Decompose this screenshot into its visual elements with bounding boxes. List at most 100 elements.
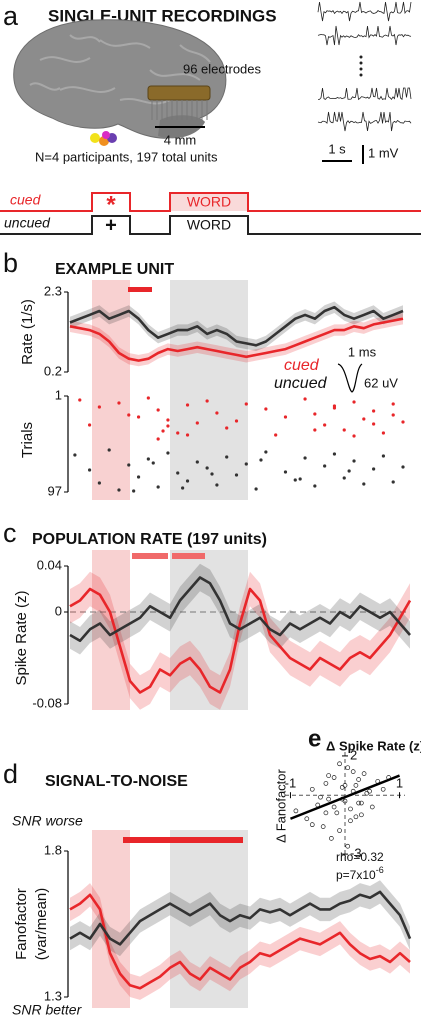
spike xyxy=(298,477,302,481)
cue-symbol: * xyxy=(106,191,116,218)
scatter-point xyxy=(318,794,323,800)
significance-bar xyxy=(132,553,168,559)
scatter-point xyxy=(353,783,359,788)
scatter-point xyxy=(331,804,337,810)
electrode-array xyxy=(147,85,211,128)
y-tick-label: 97 xyxy=(48,483,62,498)
y-axis-label: Δ Fanofactor xyxy=(273,768,288,842)
spike xyxy=(107,448,111,452)
fixation-symbol: + xyxy=(105,214,117,236)
bottom-note: SNR better xyxy=(12,1002,83,1018)
scatter-point xyxy=(369,804,375,810)
spike xyxy=(225,455,229,459)
error-band xyxy=(70,883,410,1000)
spike xyxy=(156,485,160,489)
spike xyxy=(151,461,155,465)
y-tick-label: 1 xyxy=(55,387,62,402)
brain xyxy=(13,19,227,146)
spike xyxy=(391,480,395,484)
error-band xyxy=(70,563,410,655)
scatter-point xyxy=(337,828,342,833)
stat-label: p=7x10-6 xyxy=(336,865,384,882)
legend-label: uncued xyxy=(274,375,328,392)
task-label: cued xyxy=(10,192,42,208)
spike xyxy=(283,470,288,474)
panel-label: c xyxy=(3,518,17,548)
scatter-point xyxy=(309,786,315,792)
spike xyxy=(381,454,386,458)
spike xyxy=(342,428,346,432)
scale-label: 1 s xyxy=(328,141,346,156)
stat-label: rho=0.32 xyxy=(336,850,384,864)
significance-bar xyxy=(128,287,152,292)
error-band xyxy=(70,313,403,367)
word-band xyxy=(170,280,248,500)
spike xyxy=(73,453,77,457)
scale-label: 1 mV xyxy=(368,145,399,160)
trace-ellipsis xyxy=(359,55,363,77)
spike xyxy=(342,476,346,480)
fit-line xyxy=(289,774,401,820)
x-axis-label: Δ Spike Rate (z) xyxy=(326,738,421,753)
spike xyxy=(303,456,307,460)
spike xyxy=(352,459,356,463)
y-tick-label: 0.2 xyxy=(44,363,62,378)
error-band xyxy=(70,571,410,710)
scatter-point xyxy=(329,836,334,841)
scatter-point xyxy=(345,843,351,849)
electrode-label: 96 electrodes xyxy=(183,61,262,76)
scatter-point xyxy=(339,784,345,790)
y-tick-label: 1.3 xyxy=(44,988,62,1003)
scatter-point xyxy=(334,810,340,816)
task-label: uncued xyxy=(4,215,51,231)
example-traces xyxy=(317,1,412,132)
scatter-point xyxy=(337,761,342,767)
spike xyxy=(195,421,199,425)
spike xyxy=(146,457,150,461)
spike xyxy=(332,452,337,456)
spike xyxy=(176,471,180,475)
panel-label: d xyxy=(3,759,18,789)
spike xyxy=(132,489,136,493)
spike xyxy=(146,396,150,400)
scale-label: 4 mm xyxy=(164,132,197,147)
scatter-point xyxy=(348,806,353,812)
y-tick-label: 0.04 xyxy=(37,557,62,572)
series-line xyxy=(69,305,404,347)
spike xyxy=(362,417,366,421)
spike xyxy=(303,397,307,401)
y-tick-label: 2.3 xyxy=(44,283,62,298)
spike xyxy=(293,478,297,482)
y-axis-label: Spike Rate (z) xyxy=(13,590,30,685)
series-line xyxy=(69,890,412,946)
spike xyxy=(185,403,190,407)
spike xyxy=(313,412,317,416)
spike xyxy=(185,479,190,483)
waveform-amplitude: 62 uV xyxy=(364,375,398,390)
spike xyxy=(313,428,317,432)
y-tick-label: 2 xyxy=(350,747,357,762)
spike xyxy=(215,411,219,415)
spike xyxy=(161,429,165,433)
significance-bar xyxy=(123,837,243,843)
spike xyxy=(381,431,386,435)
error-band xyxy=(70,880,410,957)
panel-label: e xyxy=(308,725,321,752)
spike xyxy=(127,463,131,467)
scatter-point xyxy=(380,786,386,792)
y-tick-label: 0 xyxy=(55,603,62,618)
spike xyxy=(185,433,190,437)
scatter-point xyxy=(348,818,353,824)
series-line xyxy=(69,576,411,643)
scatter-point xyxy=(345,765,351,771)
top-note: SNR worse xyxy=(12,813,83,829)
scatter-point xyxy=(356,777,361,782)
series-line xyxy=(69,317,404,362)
spike xyxy=(283,415,288,419)
spike xyxy=(117,488,121,492)
spike xyxy=(97,405,101,409)
spike xyxy=(254,487,258,491)
y-tick-label: -0.08 xyxy=(32,695,62,710)
participants-note: N=4 participants, 197 total units xyxy=(35,149,218,164)
spike xyxy=(78,398,82,402)
